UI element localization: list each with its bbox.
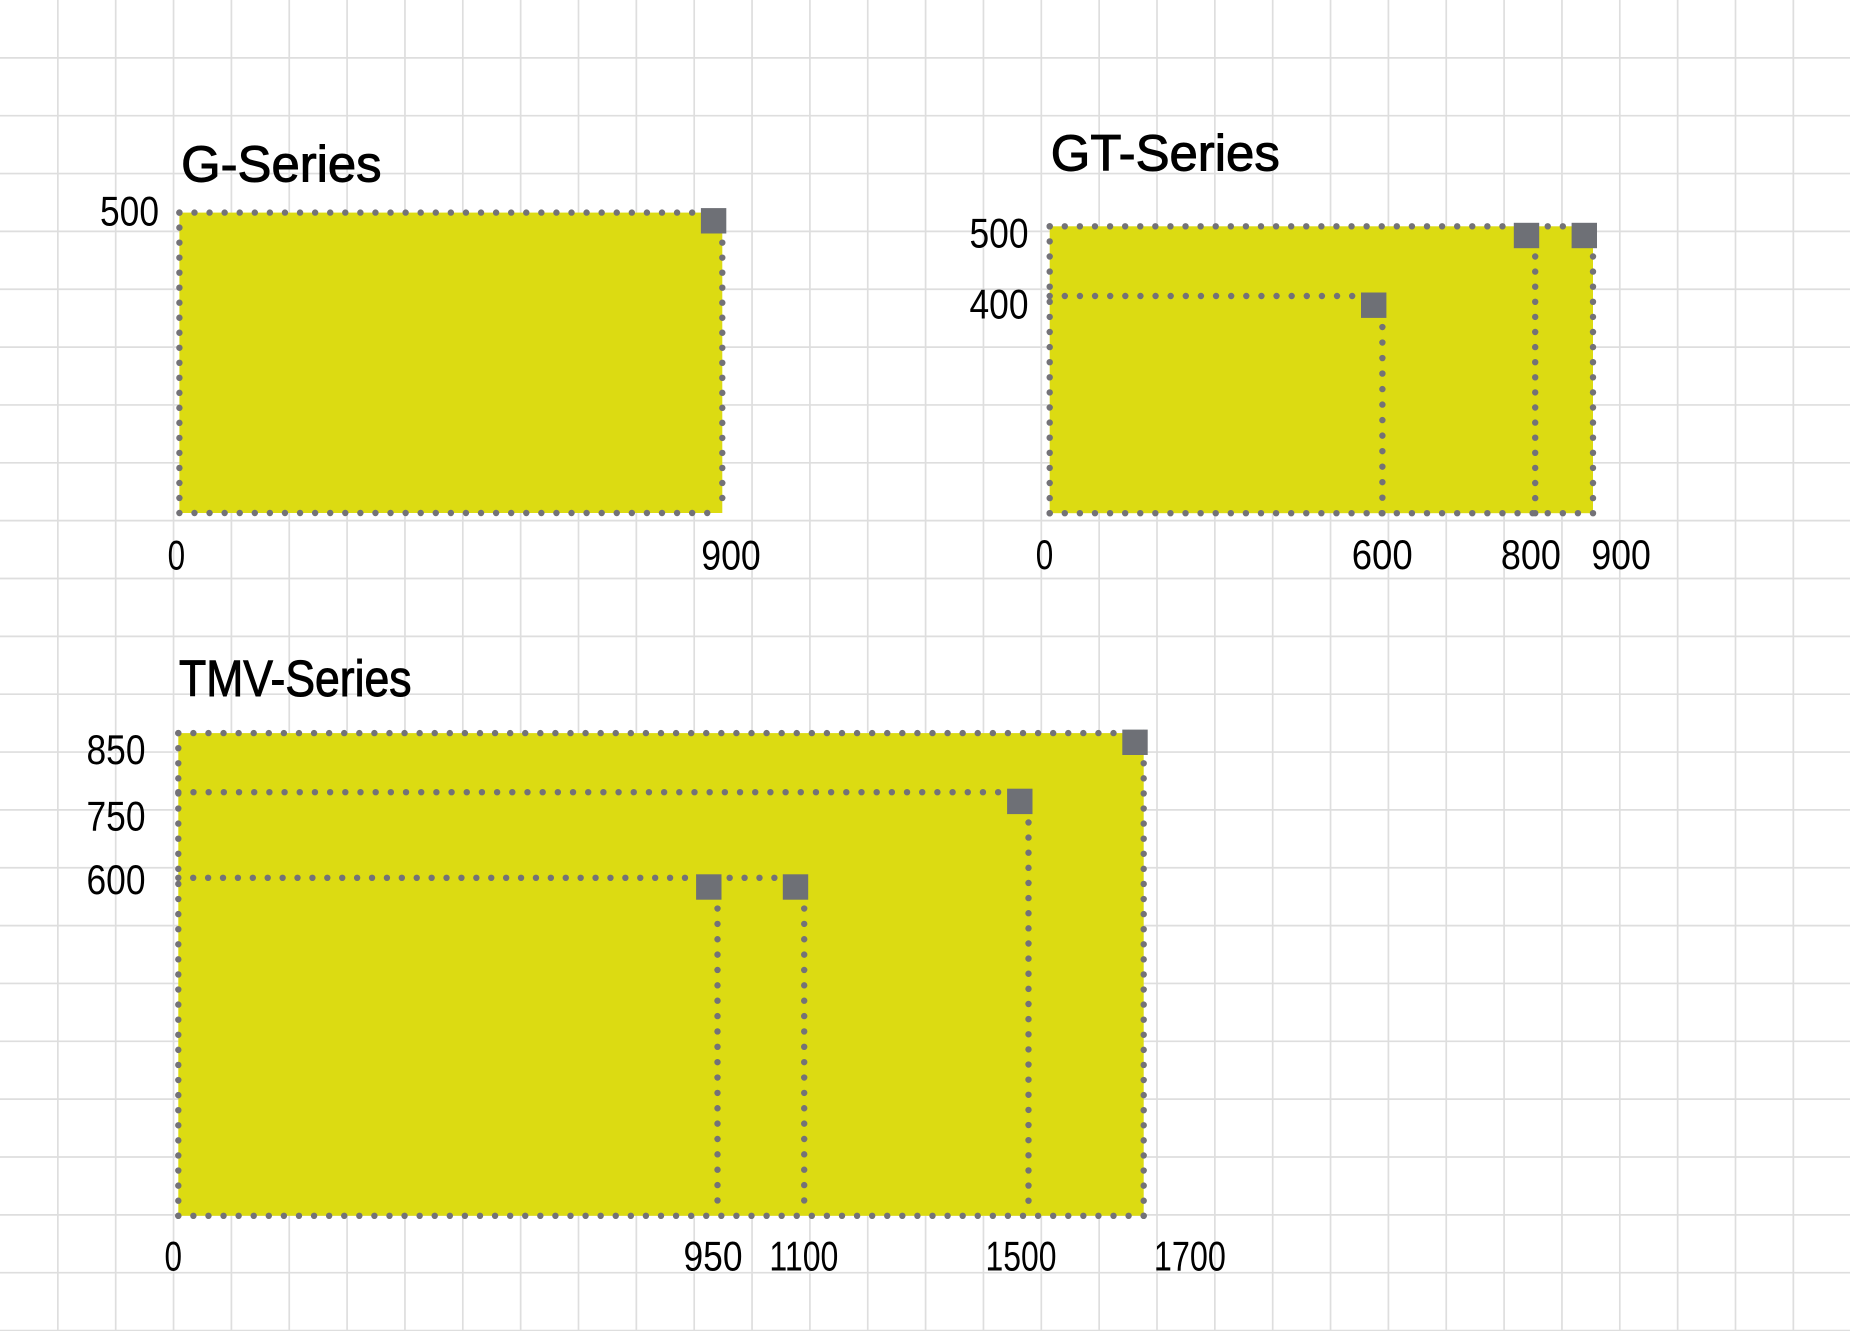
svg-text:850: 850 xyxy=(87,726,146,773)
svg-text:950: 950 xyxy=(684,1232,743,1279)
svg-text:TMV-Series: TMV-Series xyxy=(179,650,412,707)
svg-text:1700: 1700 xyxy=(1154,1232,1226,1279)
svg-text:600: 600 xyxy=(1352,531,1413,578)
svg-text:600: 600 xyxy=(87,856,146,903)
svg-text:750: 750 xyxy=(87,793,146,840)
svg-text:400: 400 xyxy=(970,281,1029,328)
svg-text:1100: 1100 xyxy=(769,1232,838,1279)
svg-text:0: 0 xyxy=(168,532,186,579)
svg-text:G-Series: G-Series xyxy=(181,136,382,193)
svg-text:0: 0 xyxy=(165,1232,183,1279)
svg-text:500: 500 xyxy=(100,188,159,235)
svg-text:800: 800 xyxy=(1501,531,1561,578)
svg-text:900: 900 xyxy=(701,532,761,579)
svg-text:500: 500 xyxy=(970,210,1029,257)
svg-text:0: 0 xyxy=(1036,531,1054,578)
svg-text:1500: 1500 xyxy=(986,1232,1057,1279)
svg-text:900: 900 xyxy=(1591,531,1651,578)
svg-text:GT-Series: GT-Series xyxy=(1051,125,1280,182)
